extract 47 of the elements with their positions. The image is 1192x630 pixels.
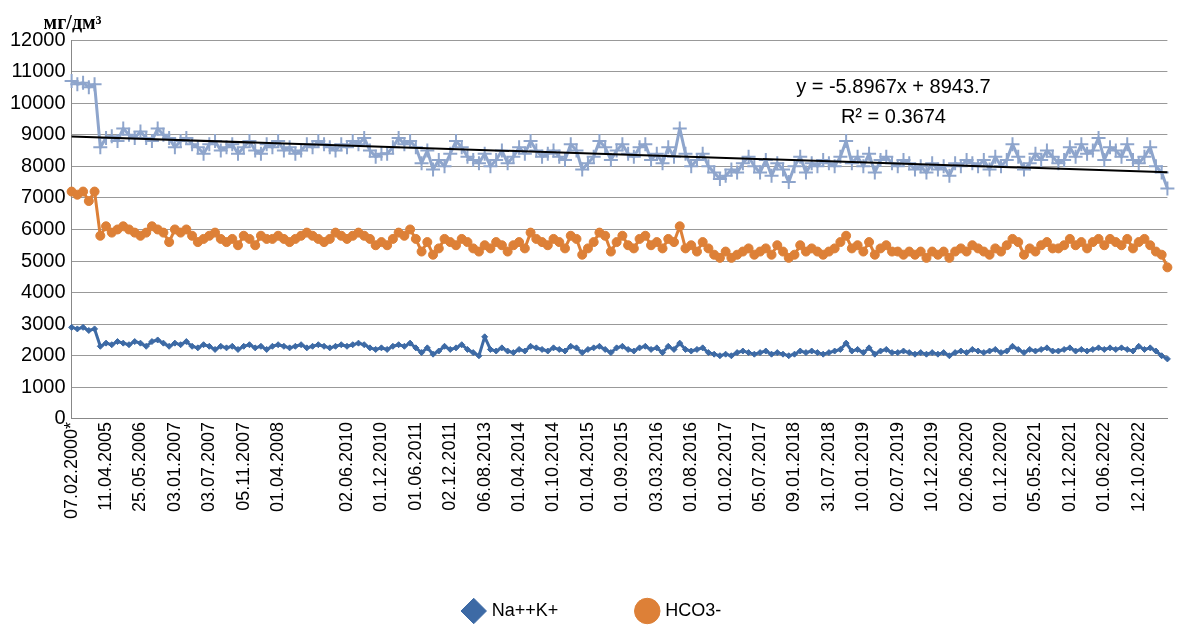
y-tick-label: 4000: [21, 280, 66, 303]
legend-label: Na++K+: [491, 599, 559, 620]
y-tick-label: 3000: [21, 311, 66, 334]
x-tick-label: 11.04.2005: [95, 421, 116, 511]
x-tick-label: 05.11.2007: [232, 421, 253, 511]
x-tick-label: 03.03.2016: [645, 421, 666, 512]
x-tick-label: 02.12.2011: [439, 421, 460, 511]
annotation: R² = 0.3674: [840, 104, 946, 127]
x-tick-label: 02.06.2010: [335, 421, 356, 512]
x-tick-label: 06.08.2013: [473, 421, 494, 512]
x-tick-label: 01.12.2010: [370, 421, 391, 512]
x-tick-label: 01.04.2008: [267, 421, 288, 512]
x-tick-label: 25.05.2006: [129, 421, 150, 512]
y-axis-title: мг/дм³: [43, 11, 102, 34]
x-tick-label: 01.06.2011: [404, 421, 425, 511]
x-tick-label: 10.12.2019: [921, 421, 942, 512]
x-tick-label: 01.08.2016: [680, 421, 701, 512]
y-tick-label: 5000: [21, 248, 66, 271]
x-tick-label: 01.12.2020: [989, 421, 1010, 512]
y-tick-label: 6000: [21, 216, 66, 239]
legend-label: HCO3-: [665, 599, 722, 620]
y-tick-label: 9000: [21, 122, 66, 145]
x-tick-label: 03.01.2007: [163, 421, 184, 512]
x-tick-label: 01.09.2015: [611, 421, 632, 512]
x-tick-label: 01.02.2017: [714, 421, 735, 512]
x-tick-label: 12.10.2022: [1127, 421, 1148, 512]
x-tick-label: 01.04.2014: [508, 421, 529, 512]
x-tick-label: 31.07.2018: [817, 421, 838, 512]
x-tick-label: 01.12.2021: [1058, 421, 1079, 512]
y-tick-label: 8000: [21, 153, 66, 176]
x-tick-label: 02.06.2020: [955, 421, 976, 512]
y-tick-label: 0: [54, 406, 66, 429]
x-tick-label: 05.07.2017: [749, 421, 770, 512]
x-tick-label: 01.04.2015: [576, 421, 597, 512]
annotation: y = -5.8967x + 8943.7: [796, 74, 991, 97]
y-tick-label: 1000: [21, 374, 66, 397]
y-tick-label: 7000: [21, 185, 66, 208]
x-tick-label: 02.07.2019: [886, 421, 907, 512]
x-tick-label: 10.01.2019: [852, 421, 873, 512]
x-tick-label: 01.10.2014: [542, 421, 563, 512]
y-tick-label: 2000: [21, 343, 66, 366]
x-tick-label: 05.05.2021: [1024, 421, 1045, 512]
x-tick-label: 09.01.2018: [783, 421, 804, 512]
y-tick-label: 10000: [9, 90, 66, 113]
y-tick-label: 11000: [11, 59, 66, 82]
x-tick-label: 03.07.2007: [198, 421, 219, 512]
x-tick-label: 01.06.2022: [1093, 421, 1114, 512]
